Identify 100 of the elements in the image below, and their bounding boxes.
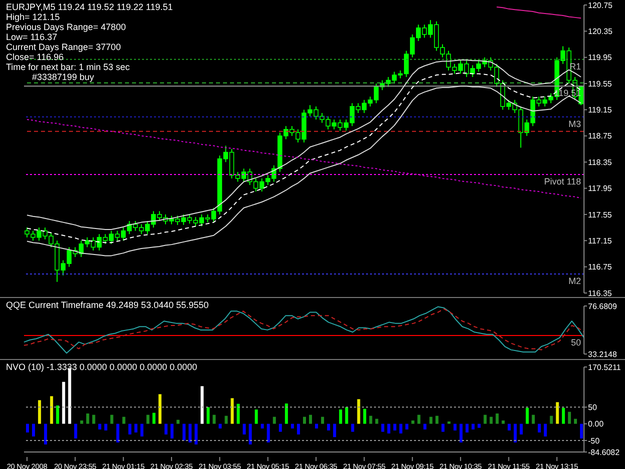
bar bbox=[128, 424, 132, 434]
ref-line-label: M2 bbox=[568, 276, 581, 286]
bar bbox=[212, 414, 216, 424]
bar bbox=[502, 420, 505, 424]
y-tick-label: 117.15 bbox=[588, 236, 612, 246]
bar bbox=[351, 424, 354, 432]
bar bbox=[333, 424, 336, 438]
bar bbox=[242, 424, 246, 434]
bar bbox=[327, 424, 330, 430]
bar bbox=[363, 408, 366, 424]
bar bbox=[56, 405, 60, 424]
bar bbox=[339, 409, 342, 424]
y-tick-label: -50 bbox=[588, 436, 600, 446]
bar bbox=[466, 424, 469, 432]
bar bbox=[140, 424, 144, 436]
bar bbox=[254, 409, 258, 424]
ref-line-label: Pivot 118 bbox=[544, 176, 581, 187]
bar bbox=[375, 418, 378, 424]
bar bbox=[302, 416, 306, 424]
y-tick-label: 119.55 bbox=[588, 79, 612, 88]
bar bbox=[182, 424, 186, 440]
bar bbox=[26, 424, 29, 432]
chart-title: EURJPY,M5 119.24 119.52 119.22 119.51 bbox=[6, 2, 173, 12]
bar bbox=[194, 424, 198, 444]
y-tick-label: 119.95 bbox=[588, 53, 612, 62]
bar bbox=[496, 413, 499, 424]
bar bbox=[290, 424, 294, 428]
bar bbox=[520, 424, 523, 434]
bar bbox=[556, 402, 559, 424]
annotation: Previous Days Range= 47800 bbox=[6, 22, 127, 32]
bar bbox=[206, 407, 210, 424]
bar bbox=[532, 414, 535, 424]
bar bbox=[393, 424, 396, 430]
annotation: Close= 116.96 bbox=[6, 52, 65, 62]
bar bbox=[514, 424, 517, 442]
bar bbox=[80, 420, 84, 424]
bar bbox=[92, 414, 96, 424]
y-tick-label: 118.75 bbox=[588, 132, 612, 141]
bar bbox=[110, 414, 114, 424]
bar bbox=[134, 424, 138, 432]
ref-line-label: M3 bbox=[568, 118, 581, 129]
y-tick-label: 170.5211 bbox=[588, 362, 622, 372]
bar bbox=[429, 416, 432, 424]
chart-title: QQE Current Timeframe 49.2489 53.0440 55.9550 bbox=[6, 300, 209, 310]
bar bbox=[423, 424, 426, 430]
bar bbox=[405, 424, 408, 430]
line-series bbox=[26, 119, 582, 199]
bar bbox=[224, 416, 228, 424]
bar bbox=[104, 424, 108, 430]
bar bbox=[490, 416, 493, 424]
annotation: Current Days Range= 37700 bbox=[6, 42, 122, 52]
y-tick-label: 119.15 bbox=[588, 106, 612, 115]
bar bbox=[170, 424, 174, 438]
bar bbox=[381, 424, 384, 432]
y-tick-label: 33.2148 bbox=[588, 350, 618, 359]
bar bbox=[508, 424, 511, 430]
bar bbox=[296, 424, 300, 434]
annotation: High= 121.15 bbox=[6, 12, 61, 22]
annotation: #33387199 buy bbox=[32, 72, 95, 82]
bar bbox=[38, 400, 42, 424]
bar bbox=[435, 416, 438, 424]
annotation: Time for next bar: 1 min 53 sec bbox=[6, 62, 131, 72]
bar bbox=[260, 424, 264, 428]
y-tick-label: 116.75 bbox=[588, 262, 612, 272]
y-tick-label: 117.55 bbox=[588, 210, 612, 220]
bar bbox=[441, 424, 444, 432]
bar bbox=[116, 424, 120, 442]
bar bbox=[544, 424, 547, 436]
bar bbox=[86, 413, 90, 424]
y-tick-label: 120.35 bbox=[588, 27, 614, 36]
bar bbox=[484, 414, 487, 424]
bar bbox=[146, 414, 150, 424]
bar bbox=[478, 424, 481, 428]
bar bbox=[98, 424, 102, 430]
bar bbox=[188, 424, 192, 442]
chart-title: NVO (10) -1.3333 0.0000 0.0000 0.0000 0.0000 bbox=[6, 362, 198, 372]
ref-line-label: 50 bbox=[570, 337, 581, 348]
annotation: Low= 116.37 bbox=[6, 32, 58, 42]
bar bbox=[158, 394, 162, 424]
bar bbox=[580, 424, 583, 438]
bar bbox=[62, 382, 66, 424]
y-tick-label: 116.35 bbox=[588, 288, 612, 298]
y-tick-label: 76.6809 bbox=[588, 302, 618, 311]
bar bbox=[74, 424, 78, 438]
bar bbox=[345, 407, 348, 424]
y-tick-label: 117.95 bbox=[588, 184, 612, 194]
line-series bbox=[496, 6, 582, 19]
bar bbox=[236, 404, 240, 424]
y-tick-label: -84.6082 bbox=[588, 448, 620, 457]
bar bbox=[50, 396, 54, 424]
bar bbox=[164, 424, 168, 434]
bar bbox=[315, 424, 318, 428]
bar bbox=[200, 386, 204, 424]
bar bbox=[550, 416, 553, 424]
y-tick-label: 120.75 bbox=[588, 0, 614, 10]
bar bbox=[357, 399, 360, 424]
bar bbox=[538, 424, 541, 432]
bar bbox=[369, 416, 372, 424]
bar bbox=[568, 412, 571, 424]
bar bbox=[152, 412, 156, 424]
